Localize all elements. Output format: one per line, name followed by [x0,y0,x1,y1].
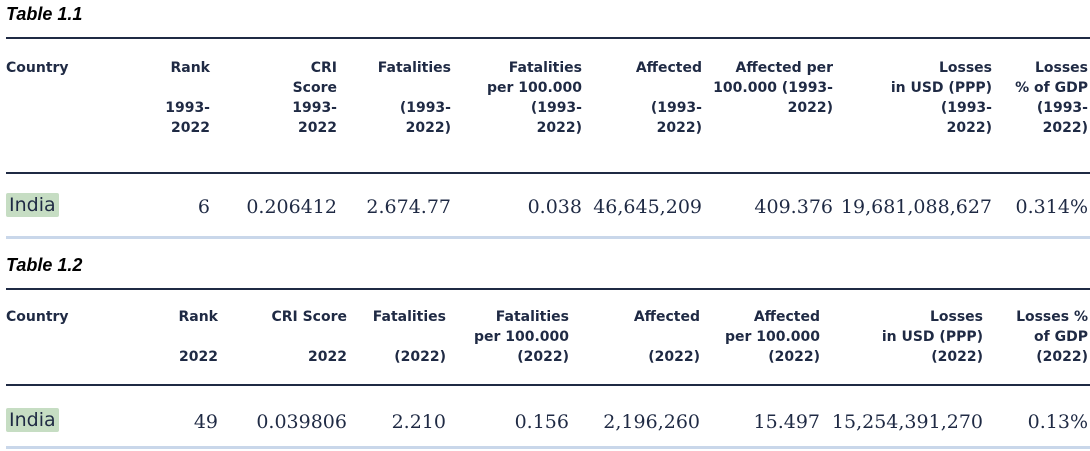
table-2-header-losses-usd: Losses in USD (PPP) (2022) [881,309,983,365]
table-2-bottom-rule [6,446,1090,449]
table-2-header-affected: Affected (2022) [633,309,700,365]
table-2-affected-cell: 2,196,260 [603,411,700,433]
table-2-fatalities-per-100k-cell: 0.156 [514,411,569,433]
table-2-header-fatalities: Fatalities (2022) [372,309,446,365]
table-1-bottom-rule [6,236,1090,239]
table-1-header-rule [6,172,1090,174]
table-1-affected-cell: 46,645,209 [593,196,702,218]
table-1-rank-cell: 6 [197,196,210,218]
table-2-header-rank: Rank 2022 [178,309,218,365]
table-1-affected-per-100k-cell: 409.376 [754,196,833,218]
table-1-caption: Table 1.1 [6,4,83,24]
table-2-caption: Table 1.2 [6,255,83,275]
table-2-rank-cell: 49 [193,411,218,433]
table-1-header-country: Country [6,60,69,76]
table-1-header-losses-gdp: Losses % of GDP (1993- 2022) [1015,60,1088,136]
table-2-header-fatalities-per-100k: Fatalities per 100.000 (2022) [473,309,569,365]
table-1-fatalities-per-100k-cell: 0.038 [527,196,582,218]
table-2-header-affected-per-100k: Affected per 100.000 (2022) [724,309,820,365]
table-2-header-losses-gdp: Losses % of GDP (2022) [1016,309,1088,365]
table-2-fatalities-cell: 2.210 [391,411,446,433]
table-2-cri-score-cell: 0.039806 [256,411,347,433]
table-1-fatalities-cell: 2.674.77 [366,196,451,218]
table-1-header-fatalities-per-100k: Fatalities per 100.000 (1993- 2022) [486,60,582,136]
table-2-country-cell: India [6,408,59,432]
table-1-losses-usd-cell: 19,681,088,627 [840,196,992,218]
table-1-header-rank: Rank 1993- 2022 [165,60,210,136]
table-1-header-cri-score: CRI Score 1993- 2022 [292,60,337,136]
table-1-losses-gdp-cell: 0.314% [1015,196,1088,218]
table-1-header-affected-per-100k: Affected per 100.000 (1993- 2022) [713,60,833,116]
table-2-affected-per-100k-cell: 15.497 [753,411,820,433]
table-1-country-cell: India [6,193,59,217]
table-1-cri-score-cell: 0.206412 [246,196,337,218]
table-2-header-country: Country [6,309,69,325]
table-2-top-rule [6,288,1090,290]
table-1-header-fatalities: Fatalities (1993- 2022) [377,60,451,136]
table-2-losses-usd-cell: 15,254,391,270 [831,411,983,433]
table-2-header-cri-score: CRI Score 2022 [271,309,347,365]
table-1-header-losses-usd: Losses in USD (PPP) (1993- 2022) [890,60,992,136]
table-2-losses-gdp-cell: 0.13% [1027,411,1088,433]
table-1-header-affected: Affected (1993- 2022) [635,60,702,136]
table-1-top-rule [6,37,1090,39]
table-2-header-rule [6,384,1090,386]
